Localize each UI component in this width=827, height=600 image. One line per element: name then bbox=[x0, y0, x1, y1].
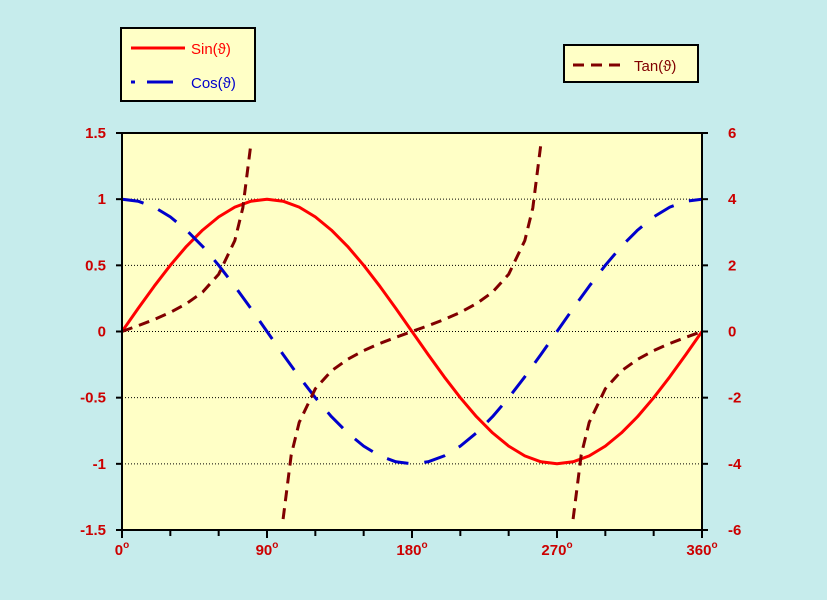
legend-tan-label: Tan(ϑ) bbox=[634, 58, 676, 75]
axis-ticks bbox=[116, 132, 708, 538]
y2-tick-label: 4 bbox=[728, 191, 737, 208]
series-tan-line bbox=[281, 143, 543, 520]
x-tick-label: 270o bbox=[541, 540, 572, 559]
tick-labels: 1.5 1 0.5 0 -0.5 -1 -1.5 6 4 2 0 -2 -4 -6 0o 90o 180o 270… bbox=[80, 125, 742, 559]
legend-left: Sin(ϑ) Cos(ϑ) bbox=[120, 27, 256, 102]
legend-sin-label: Sin(ϑ) bbox=[191, 41, 231, 58]
y-tick-label: 1.5 bbox=[85, 125, 106, 142]
series-tan-line bbox=[571, 330, 702, 520]
y2-tick-label: -6 bbox=[728, 522, 741, 539]
y2-tick-label: -4 bbox=[728, 456, 742, 473]
y-tick-label: -1 bbox=[93, 456, 106, 473]
x-tick-label: 90o bbox=[256, 540, 279, 559]
y-tick-label: 1 bbox=[98, 191, 106, 208]
series-cos-line bbox=[122, 197, 702, 466]
x-tick-label: 0o bbox=[115, 540, 129, 559]
y2-tick-label: 0 bbox=[728, 324, 736, 341]
legend-right-box bbox=[563, 44, 699, 83]
y2-tick-label: 6 bbox=[728, 125, 736, 142]
series-sin-line bbox=[122, 197, 702, 466]
y2-tick-label: 2 bbox=[728, 257, 736, 274]
legend-cos-label: Cos(ϑ) bbox=[191, 75, 236, 92]
x-tick-label: 180o bbox=[396, 540, 427, 559]
legend-right: Tan(ϑ) bbox=[563, 44, 699, 83]
y-tick-label: -1.5 bbox=[80, 522, 106, 539]
legend-left-box bbox=[120, 27, 256, 102]
y2-tick-label: -2 bbox=[728, 390, 741, 407]
series-tan-line bbox=[122, 143, 253, 333]
y-tick-label: -0.5 bbox=[80, 390, 106, 407]
series-group bbox=[122, 143, 702, 520]
x-tick-label: 360o bbox=[686, 540, 717, 559]
y-tick-label: 0 bbox=[98, 324, 106, 341]
y-tick-label: 0.5 bbox=[85, 257, 106, 274]
